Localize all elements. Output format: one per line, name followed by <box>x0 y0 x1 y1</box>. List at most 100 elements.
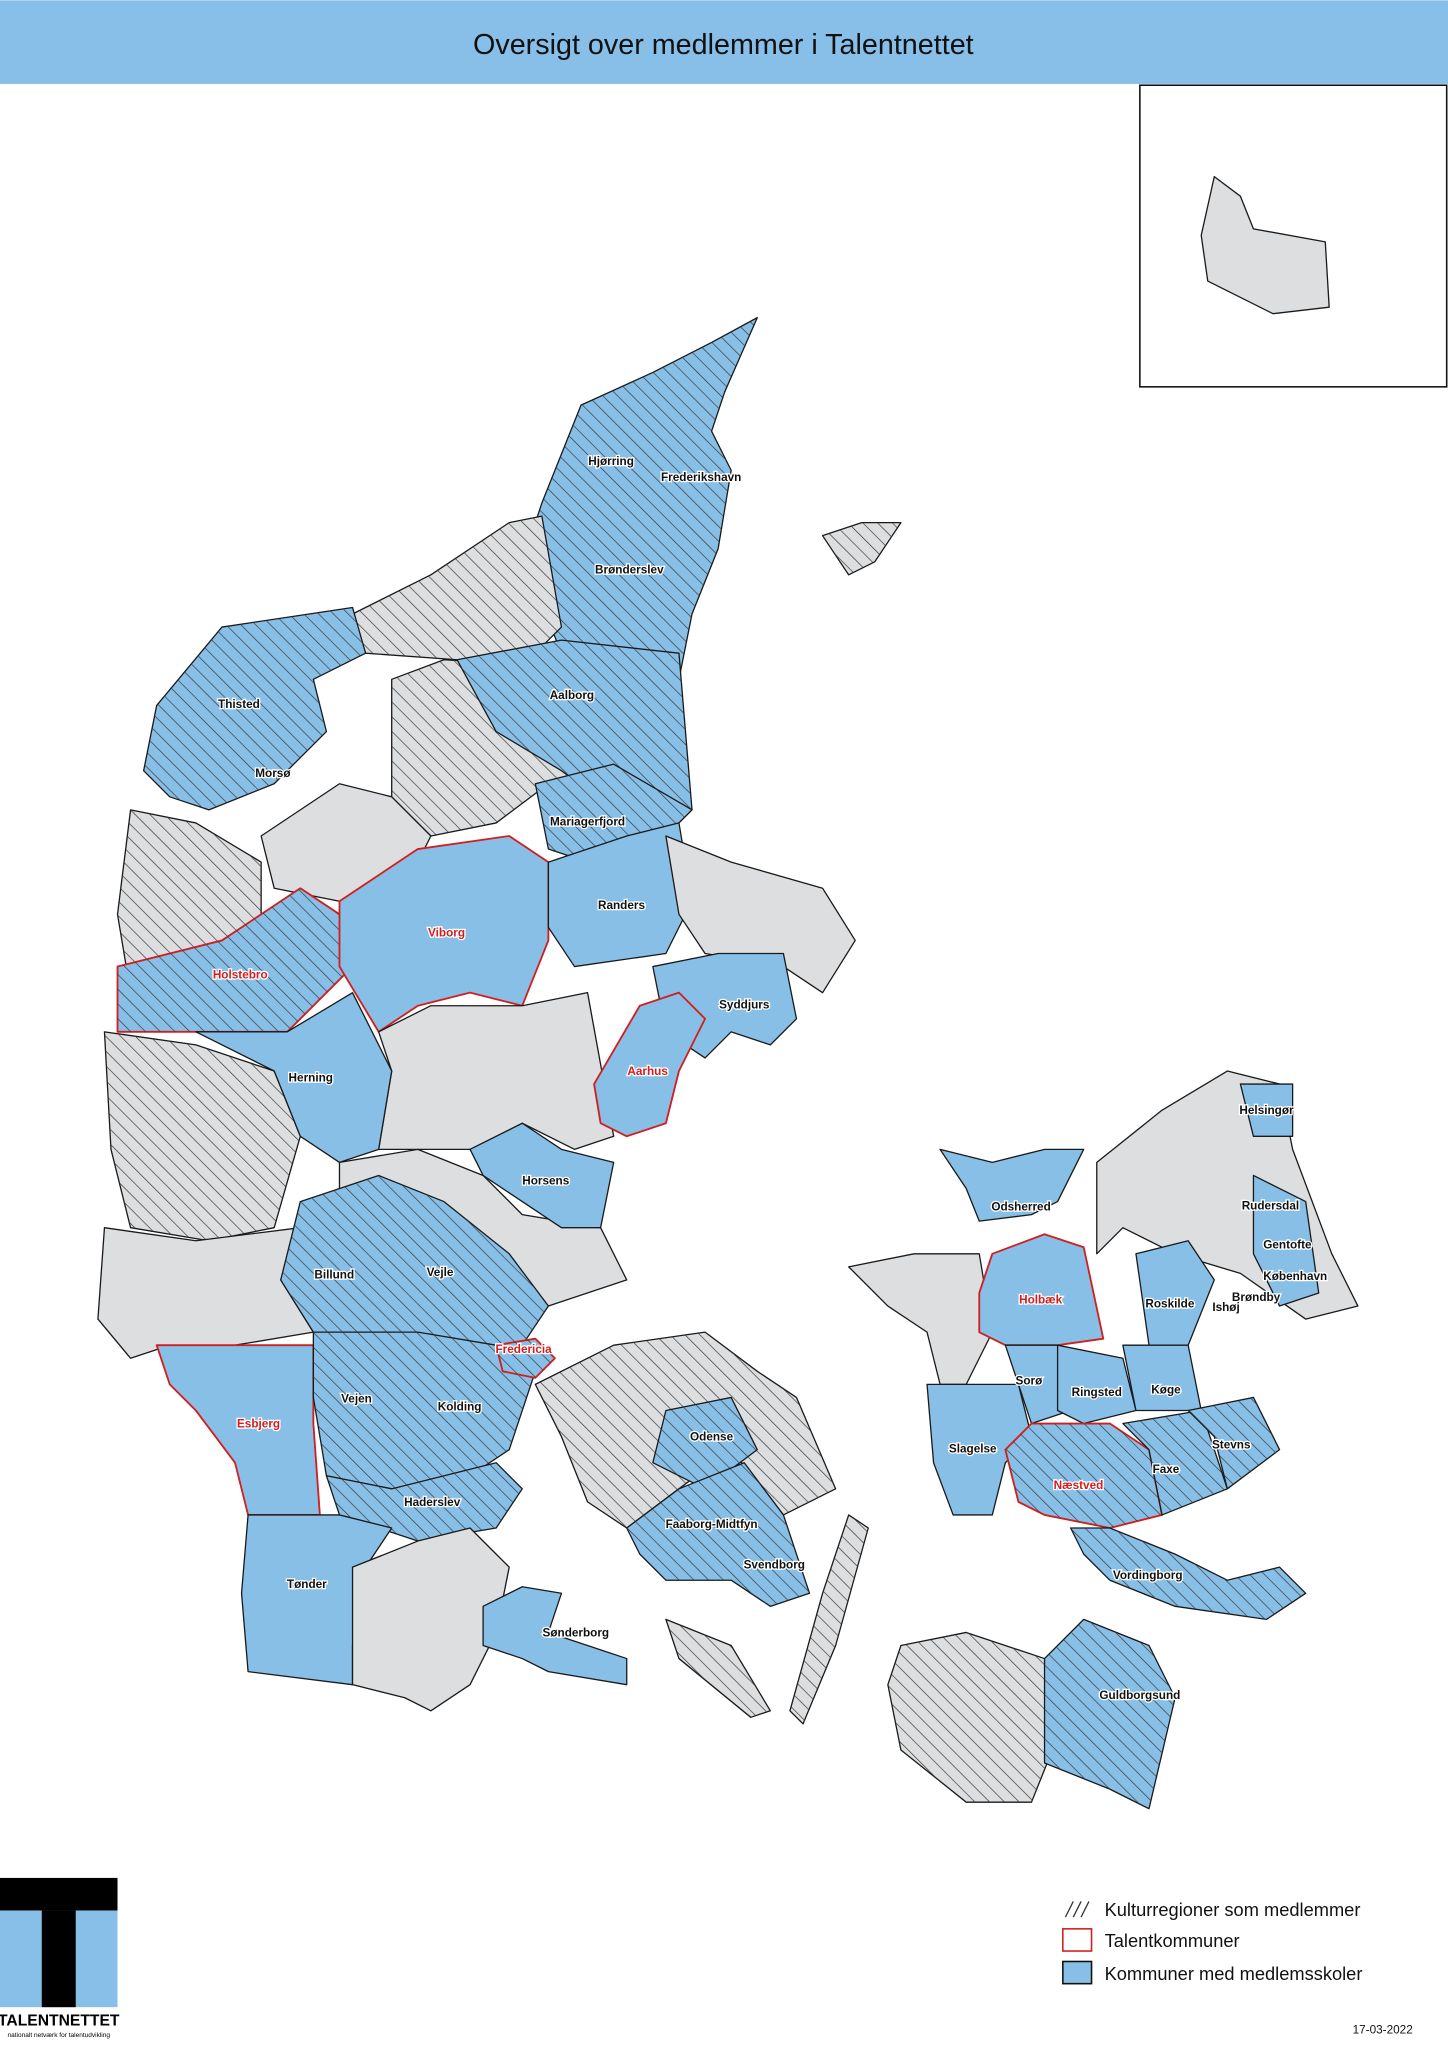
region-faxe <box>1122 1409 1228 1516</box>
region-helsingor <box>1239 1083 1294 1137</box>
label-morso: Morsø <box>255 767 291 780</box>
label-vejle: Vejle <box>427 1266 454 1279</box>
denmark-map <box>97 316 1359 1810</box>
title-bar <box>0 0 1448 84</box>
label-herning: Herning <box>289 1071 333 1084</box>
legend-label-member-schools: Kommuner med medlemsskoler <box>1105 1963 1363 1984</box>
region-south-funen <box>626 1462 811 1607</box>
label-helsingor: Helsingør <box>1239 1104 1294 1117</box>
legend-item-member-schools: Kommuner med medlemsskoler <box>1062 1960 1363 1985</box>
label-soro: Sorø <box>1015 1374 1043 1387</box>
legend-label-culture-regions: Kulturregioner som medlemmer <box>1105 1899 1361 1920</box>
region-thisted <box>142 606 367 811</box>
label-guldborgsund: Guldborgsund <box>1099 1689 1180 1702</box>
region-norddjurs <box>665 835 856 994</box>
label-holbaek: Holbæk <box>1019 1293 1063 1306</box>
label-ishoj: Ishøj <box>1212 1301 1239 1314</box>
label-syddjurs: Syddjurs <box>719 998 770 1011</box>
region-jammerbugt <box>351 515 563 661</box>
region-horsens <box>469 1122 615 1229</box>
region-slagelse <box>926 1383 1033 1516</box>
bornholm-inset <box>1139 84 1448 388</box>
region-kalundborg <box>848 1253 993 1386</box>
legend: Kulturregioner som medlemmer Talentkommu… <box>1062 1899 1363 1985</box>
blue-swatch-icon <box>1062 1960 1093 1985</box>
label-stevns: Stevns <box>1212 1438 1251 1451</box>
label-billund: Billund <box>314 1269 354 1282</box>
label-vordingborg: Vordingborg <box>1113 1569 1183 1582</box>
label-holstebro: Holstebro <box>213 968 268 981</box>
region-varde <box>97 1227 315 1359</box>
label-haderslev: Haderslev <box>404 1496 461 1509</box>
label-gentofte: Gentofte <box>1263 1239 1312 1252</box>
region-soro <box>1004 1344 1072 1425</box>
region-silkeborg <box>377 992 615 1150</box>
label-brondby: Brøndby <box>1232 1291 1281 1304</box>
label-odsherred: Odsherred <box>991 1201 1050 1214</box>
label-esbjerg: Esbjerg <box>237 1417 280 1430</box>
label-faxe: Faxe <box>1153 1463 1180 1476</box>
region-sonderborg <box>482 1586 628 1686</box>
label-tonder: Tønder <box>287 1578 327 1591</box>
region-stevns <box>1187 1396 1281 1490</box>
region-odense <box>652 1396 758 1490</box>
region-lolland <box>887 1631 1059 1803</box>
logo-tagline: nationalt netværk for talentudvikling <box>8 2032 111 2039</box>
label-viborg: Viborg <box>428 927 465 940</box>
label-odense: Odense <box>690 1431 734 1444</box>
map-date: 17-03-2022 <box>1353 2023 1413 2036</box>
region-aabenraa <box>351 1527 510 1712</box>
region-langeland <box>789 1514 869 1725</box>
region-roskilde <box>1135 1240 1215 1346</box>
region-aarhus <box>593 991 706 1138</box>
label-vejen: Vejen <box>341 1393 372 1406</box>
label-randers: Randers <box>598 899 645 912</box>
label-aarhus: Aarhus <box>627 1065 668 1078</box>
region-odsherred <box>939 1148 1085 1222</box>
region-ringsted <box>1056 1344 1137 1425</box>
label-aalborg: Aalborg <box>550 689 594 702</box>
red-outline-swatch-icon <box>1062 1928 1093 1952</box>
municipality-labels: Hjørring Frederikshavn Brønderslev Thist… <box>212 454 1329 1703</box>
label-fredericia: Fredericia <box>495 1343 552 1356</box>
hatch-swatch-icon <box>1064 1901 1090 1918</box>
region-aalborg <box>456 639 693 811</box>
label-hjorring: Hjørring <box>588 455 634 468</box>
label-naestved: Næstved <box>1054 1479 1104 1492</box>
legend-label-talent-municipalities: Talentkommuner <box>1105 1930 1240 1951</box>
region-haderslev <box>325 1462 523 1542</box>
legend-item-talent-municipalities: Talentkommuner <box>1062 1928 1240 1952</box>
label-roskilde: Roskilde <box>1145 1297 1194 1310</box>
region-herning <box>195 992 393 1164</box>
label-mariagerfjord: Mariagerfjord <box>550 816 625 829</box>
region-holbaek <box>978 1233 1105 1347</box>
region-randers <box>547 822 693 968</box>
region-vejen-kolding <box>312 1331 536 1490</box>
region-aero <box>665 1618 772 1718</box>
label-horsens: Horsens <box>522 1175 569 1188</box>
region-ringkobing <box>103 1031 301 1242</box>
label-koge: Køge <box>1151 1384 1181 1397</box>
label-sonderborg: Sønderborg <box>543 1626 610 1639</box>
talentnettet-logo: TALENTNETTET nationalt netværk for talen… <box>0 1877 120 2039</box>
region-laeso <box>821 521 902 576</box>
legend-item-culture-regions: Kulturregioner som medlemmer <box>1064 1899 1361 1920</box>
logo-name: TALENTNETTET <box>0 2012 120 2029</box>
region-guldborgsund <box>1043 1618 1176 1810</box>
label-faaborg-midtfyn: Faaborg-Midtfyn <box>666 1518 758 1531</box>
label-bronderslev: Brønderslev <box>595 564 664 577</box>
label-slagelse: Slagelse <box>949 1442 997 1455</box>
label-svendborg: Svendborg <box>744 1558 805 1571</box>
label-kobenhavn: København <box>1263 1270 1327 1283</box>
region-fredericia <box>495 1337 556 1379</box>
region-vordingborg <box>1070 1527 1307 1621</box>
region-copenhagen <box>1252 1174 1320 1307</box>
region-koge <box>1122 1344 1202 1412</box>
region-vejle-billund <box>280 1174 550 1346</box>
label-ringsted: Ringsted <box>1072 1386 1122 1399</box>
label-thisted: Thisted <box>218 698 260 711</box>
page-title: Oversigt over medlemmer i Talentnettet <box>473 29 974 61</box>
label-frederikshavn: Frederikshavn <box>661 471 741 484</box>
region-naestved <box>1004 1422 1163 1529</box>
